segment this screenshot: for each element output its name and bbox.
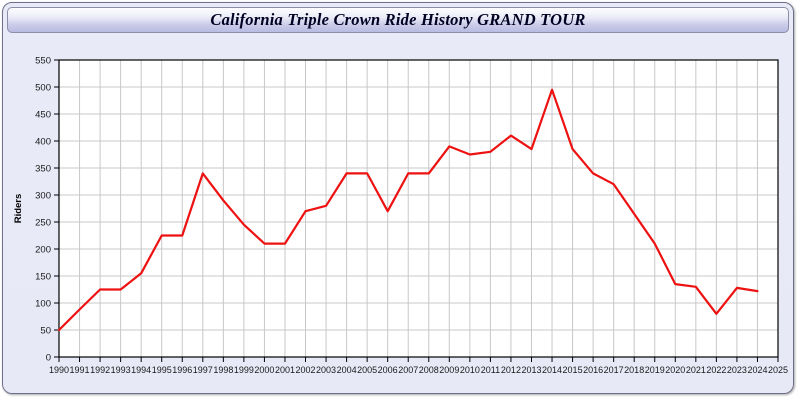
x-axis-tick-label: 2025 bbox=[768, 365, 788, 375]
x-axis-tick-label: 2009 bbox=[439, 365, 459, 375]
x-axis-tick-label: 2014 bbox=[542, 365, 562, 375]
plot-area: 0 50 100 150 200 250 300 350 400 450 500 550 1990 199… bbox=[3, 33, 793, 393]
y-axis-tick-label: 450 bbox=[35, 109, 51, 120]
x-axis-tick-label: 2004 bbox=[337, 365, 357, 375]
x-axis-tick-label: 2024 bbox=[747, 365, 767, 375]
x-axis-tick-label: 2007 bbox=[398, 365, 418, 375]
chart-title-bar: California Triple Crown Ride History GRA… bbox=[7, 7, 789, 33]
x-axis-tick-label: 2010 bbox=[460, 365, 480, 375]
x-axis-tick-label: 2012 bbox=[501, 365, 521, 375]
x-axis-tick-label: 1992 bbox=[90, 365, 110, 375]
y-axis-title: Riders bbox=[13, 194, 24, 224]
y-axis-tick-label: 150 bbox=[35, 271, 51, 282]
y-axis-tick-label: 550 bbox=[35, 55, 51, 66]
x-axis-tick-label: 2001 bbox=[275, 365, 295, 375]
x-axis-tick-label: 1995 bbox=[152, 365, 172, 375]
x-axis-tick-label: 1993 bbox=[111, 365, 131, 375]
x-axis-tick-label: 2013 bbox=[521, 365, 541, 375]
x-axis-tick-label: 2011 bbox=[481, 365, 500, 375]
page-title: California Triple Crown Ride History GRA… bbox=[210, 10, 586, 29]
chart-panel: California Triple Crown Ride History GRA… bbox=[2, 2, 794, 394]
x-axis-tick-label: 2021 bbox=[686, 365, 706, 375]
x-axis-tick-label: 2006 bbox=[378, 365, 398, 375]
x-axis-tick-label: 1999 bbox=[234, 365, 254, 375]
x-axis-tick-label: 2005 bbox=[357, 365, 377, 375]
y-axis-tick-label: 200 bbox=[35, 244, 51, 255]
y-axis-tick-label: 0 bbox=[46, 352, 51, 363]
x-axis-tick-label: 1990 bbox=[49, 365, 69, 375]
x-axis-tick-label: 2003 bbox=[316, 365, 336, 375]
x-axis-tick-label: 2023 bbox=[727, 365, 747, 375]
x-axis-tick-label: 1996 bbox=[172, 365, 192, 375]
x-axis-tick-label: 1997 bbox=[193, 365, 213, 375]
x-axis-tick-label: 2016 bbox=[583, 365, 603, 375]
y-axis-tick-label: 300 bbox=[35, 190, 51, 201]
x-axis-tick-label: 2019 bbox=[645, 365, 665, 375]
x-axis-tick-label: 2000 bbox=[254, 365, 274, 375]
y-axis-tick-label: 50 bbox=[40, 325, 51, 336]
x-axis-tick-label: 1994 bbox=[131, 365, 151, 375]
x-axis-tick-label: 2020 bbox=[665, 365, 685, 375]
x-axis-tick-label: 2017 bbox=[604, 365, 624, 375]
data-series-line bbox=[57, 88, 759, 332]
y-axis-tick-label: 350 bbox=[35, 163, 51, 174]
x-axis-tick-label: 2018 bbox=[624, 365, 644, 375]
y-axis-tick-label: 250 bbox=[35, 217, 51, 228]
x-axis-tick-label: 1998 bbox=[213, 365, 233, 375]
x-axis-tick-label: 2008 bbox=[419, 365, 439, 375]
y-axis-tick-label: 100 bbox=[35, 298, 51, 309]
x-axis-tick-label: 1991 bbox=[70, 365, 90, 375]
x-axis-tick-label: 2015 bbox=[563, 365, 583, 375]
y-axis-tick-label: 400 bbox=[35, 136, 51, 147]
x-axis-tick-label: 2022 bbox=[706, 365, 726, 375]
x-axis-tick-label: 2002 bbox=[295, 365, 315, 375]
y-axis-tick-label: 500 bbox=[35, 82, 51, 93]
